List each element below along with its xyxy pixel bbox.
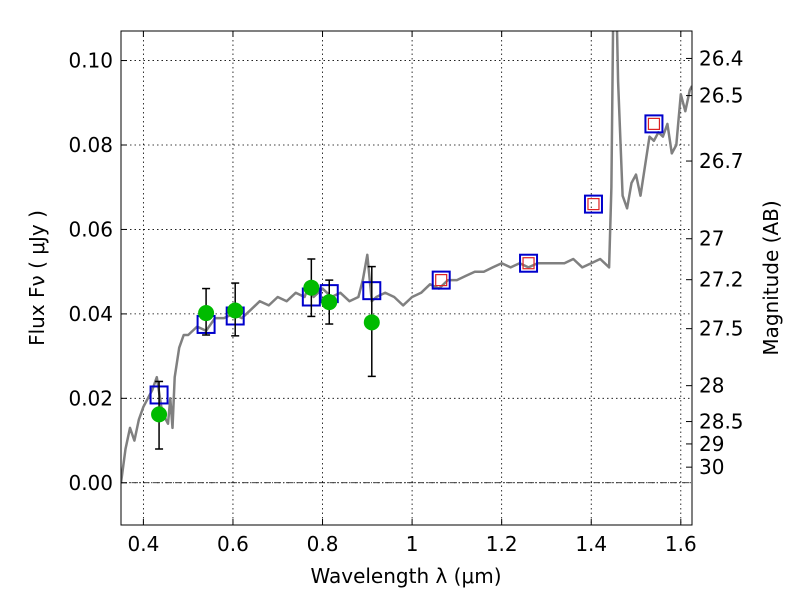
model-square-point	[583, 194, 603, 214]
x-tick-label: 1.6	[665, 532, 697, 556]
observed-point	[303, 279, 320, 296]
y-tick-label: 0.08	[68, 133, 113, 157]
grid	[121, 31, 692, 525]
y-tick-label: 0.00	[68, 471, 113, 495]
x-tick-label: 1.2	[486, 532, 518, 556]
observed-point	[321, 294, 338, 311]
y-tick-label: 0.10	[68, 49, 113, 73]
right-tick-label: 28.5	[699, 410, 744, 434]
y-tick-labels: 0.00 0.02 0.04 0.06 0.08 0.10	[68, 49, 113, 495]
right-axis-title: Magnitude (AB)	[759, 200, 783, 355]
predicted-square-point	[587, 198, 600, 211]
plot-area	[121, 31, 692, 483]
observed-point	[198, 305, 215, 322]
observed-point	[363, 314, 380, 331]
right-tick-label: 26.5	[699, 84, 744, 108]
predicted-square-point	[435, 274, 448, 287]
model-square-point	[519, 253, 539, 273]
predicted-square-point	[647, 117, 661, 130]
y-tick-label: 0.02	[68, 386, 113, 410]
right-tick-label: 26.4	[699, 46, 744, 70]
x-tick-label: 0.4	[127, 532, 159, 556]
right-tick-label: 27.2	[699, 268, 744, 292]
right-tick-label: 27	[699, 227, 724, 251]
x-axis-title: Wavelength λ (μm)	[310, 564, 501, 588]
plot-frame	[120, 30, 693, 526]
observed-point	[151, 406, 168, 423]
right-tick-label: 27.5	[699, 317, 744, 341]
y-axis-title: Flux Fν ( μJy )	[25, 210, 49, 346]
observed-point	[227, 302, 244, 319]
right-tick-label: 28	[699, 374, 724, 398]
x-tick-label: 1	[406, 532, 419, 556]
x-tick-label: 1.4	[575, 532, 607, 556]
right-tick-label: 26.7	[699, 149, 744, 173]
model-square-point	[644, 114, 664, 134]
right-tick-label: 29	[699, 432, 724, 456]
right-tick-label: 30	[699, 455, 724, 479]
model-square-point	[431, 270, 451, 290]
y-tick-label: 0.04	[68, 302, 113, 326]
x-tick-label: 0.6	[217, 532, 249, 556]
y-tick-label: 0.06	[68, 217, 113, 241]
x-tick-label: 0.8	[307, 532, 339, 556]
x-tick-labels: 0.4 0.6 0.8 1 1.2 1.4 1.6	[127, 532, 696, 556]
ticks	[121, 31, 692, 525]
model-spectrum-line	[121, 31, 692, 483]
predicted-square-point	[522, 257, 535, 270]
